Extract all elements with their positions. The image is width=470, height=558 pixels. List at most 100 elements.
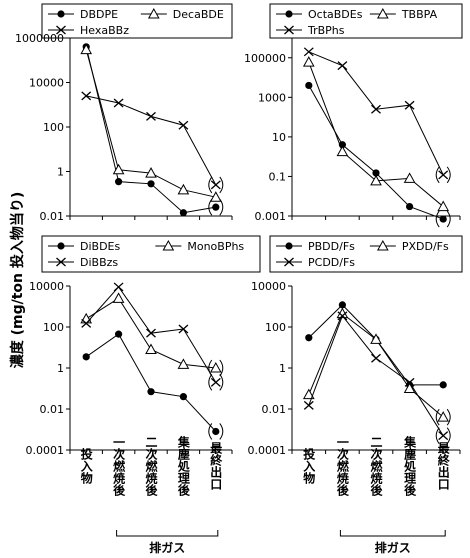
legend-marker [162, 239, 175, 251]
data-point [147, 388, 155, 396]
data-point [112, 292, 125, 303]
data-point [404, 100, 415, 110]
data-point [404, 377, 415, 387]
legend-label: DBDPE [80, 8, 118, 21]
legend-marker [284, 257, 294, 267]
x-tick-label: 投入物 [302, 447, 316, 485]
y-tick-label: 0.01 [262, 403, 287, 416]
data-point [305, 81, 313, 90]
series-octabdes [305, 81, 451, 228]
y-tick-label: 10000 [29, 280, 64, 293]
data-point [179, 393, 187, 401]
x-tick-label: 一次燃焼後 [112, 436, 126, 497]
value-bracket-right [219, 359, 224, 377]
legend-label: DiBDEs [80, 240, 120, 253]
y-tick-label: 10000 [29, 77, 64, 90]
data-point [212, 427, 220, 436]
y-tick-label: 1 [57, 166, 64, 179]
data-point [437, 200, 450, 212]
y-tick-label: 100000 [244, 52, 286, 65]
group-bracket [339, 530, 446, 537]
value-bracket-left [435, 427, 440, 444]
data-point [209, 361, 222, 373]
series-pcdd-fs [303, 311, 451, 444]
data-point [337, 61, 348, 71]
data-point [146, 111, 156, 121]
data-point [115, 178, 123, 186]
series-dibbzs [81, 282, 224, 391]
data-point [178, 324, 189, 334]
x-tick-label: 集塵処理後 [403, 435, 417, 497]
series-decabde [80, 43, 222, 202]
data-point [439, 381, 447, 389]
data-point [302, 388, 315, 400]
value-bracket-right [446, 427, 451, 444]
group-label: 排ガス [149, 540, 185, 555]
y-tick-label: 10000 [251, 280, 286, 293]
data-point [80, 43, 93, 55]
data-point [372, 169, 380, 177]
legend-marker [57, 10, 65, 18]
data-point [145, 167, 157, 178]
legend-label: OctaBDEs [308, 8, 363, 21]
series-dibdes [82, 330, 224, 440]
y-tick-label: 0.001 [255, 210, 287, 223]
y-tick-label: 1 [279, 362, 286, 375]
y-tick-label: 10 [272, 131, 286, 144]
group-bracket [116, 530, 219, 537]
data-point [113, 282, 124, 292]
data-point [370, 333, 382, 344]
data-point [370, 174, 382, 186]
series-line [85, 286, 217, 383]
x-tick-label: 二次燃焼後 [144, 436, 158, 497]
chart-panel-top-right: OctaBDEs TBBPA TrBPhs 0.001 0.1 10 1000 100000 [244, 3, 463, 228]
series-line [85, 46, 216, 214]
data-point [147, 180, 155, 188]
data-point [406, 202, 414, 211]
value-bracket-left [435, 166, 440, 184]
legend-marker [57, 242, 65, 250]
legend-box [41, 235, 261, 273]
x-tick-label: 投入物 [79, 447, 93, 485]
data-point [113, 98, 124, 108]
y-tick-label: 1000 [258, 91, 286, 104]
data-point [145, 343, 157, 354]
series-pxdd-fs [302, 307, 451, 426]
y-tick-label: 0.0001 [248, 444, 287, 457]
data-point [403, 382, 416, 393]
data-point [178, 120, 189, 130]
legend-box [269, 3, 463, 39]
data-point [403, 172, 416, 183]
y-tick-label: 0.01 [40, 210, 65, 223]
series-pbdd-fs [305, 301, 447, 389]
legend-marker [284, 25, 294, 35]
data-point [179, 209, 187, 217]
legend-label: PCDD/Fs [308, 256, 355, 269]
data-point [210, 377, 221, 387]
x-tick-label: 最終出口 [209, 442, 223, 491]
y-tick-label: 100 [265, 321, 286, 334]
value-bracket-left [208, 176, 213, 194]
data-point [212, 203, 220, 211]
data-point [338, 301, 346, 309]
y-tick-label: 1000000 [15, 32, 64, 45]
legend-marker [147, 7, 160, 19]
legend-marker [376, 7, 389, 19]
series-line [308, 312, 444, 418]
chart-panels: DBDPE DecaBDE HexaBBz 0.01 1 100 10000 1000000 O… [15, 3, 463, 555]
value-bracket-right [219, 176, 224, 194]
data-point [371, 353, 381, 363]
value-bracket-left [208, 374, 213, 391]
value-bracket-left [208, 423, 213, 440]
data-point [146, 328, 156, 338]
data-point [81, 318, 92, 328]
y-tick-label: 0.0001 [26, 444, 65, 457]
legend-label: DiBBzs [80, 256, 118, 269]
legend-marker [56, 257, 66, 267]
series-trbphs [303, 47, 451, 184]
x-tick-label: 二次燃焼後 [369, 436, 383, 497]
y-tick-label: 0.1 [269, 170, 287, 183]
chart-panel-top-left: DBDPE DecaBDE HexaBBz 0.01 1 100 10000 1000000 [15, 3, 233, 223]
legend-label: PXDD/Fs [402, 240, 449, 253]
